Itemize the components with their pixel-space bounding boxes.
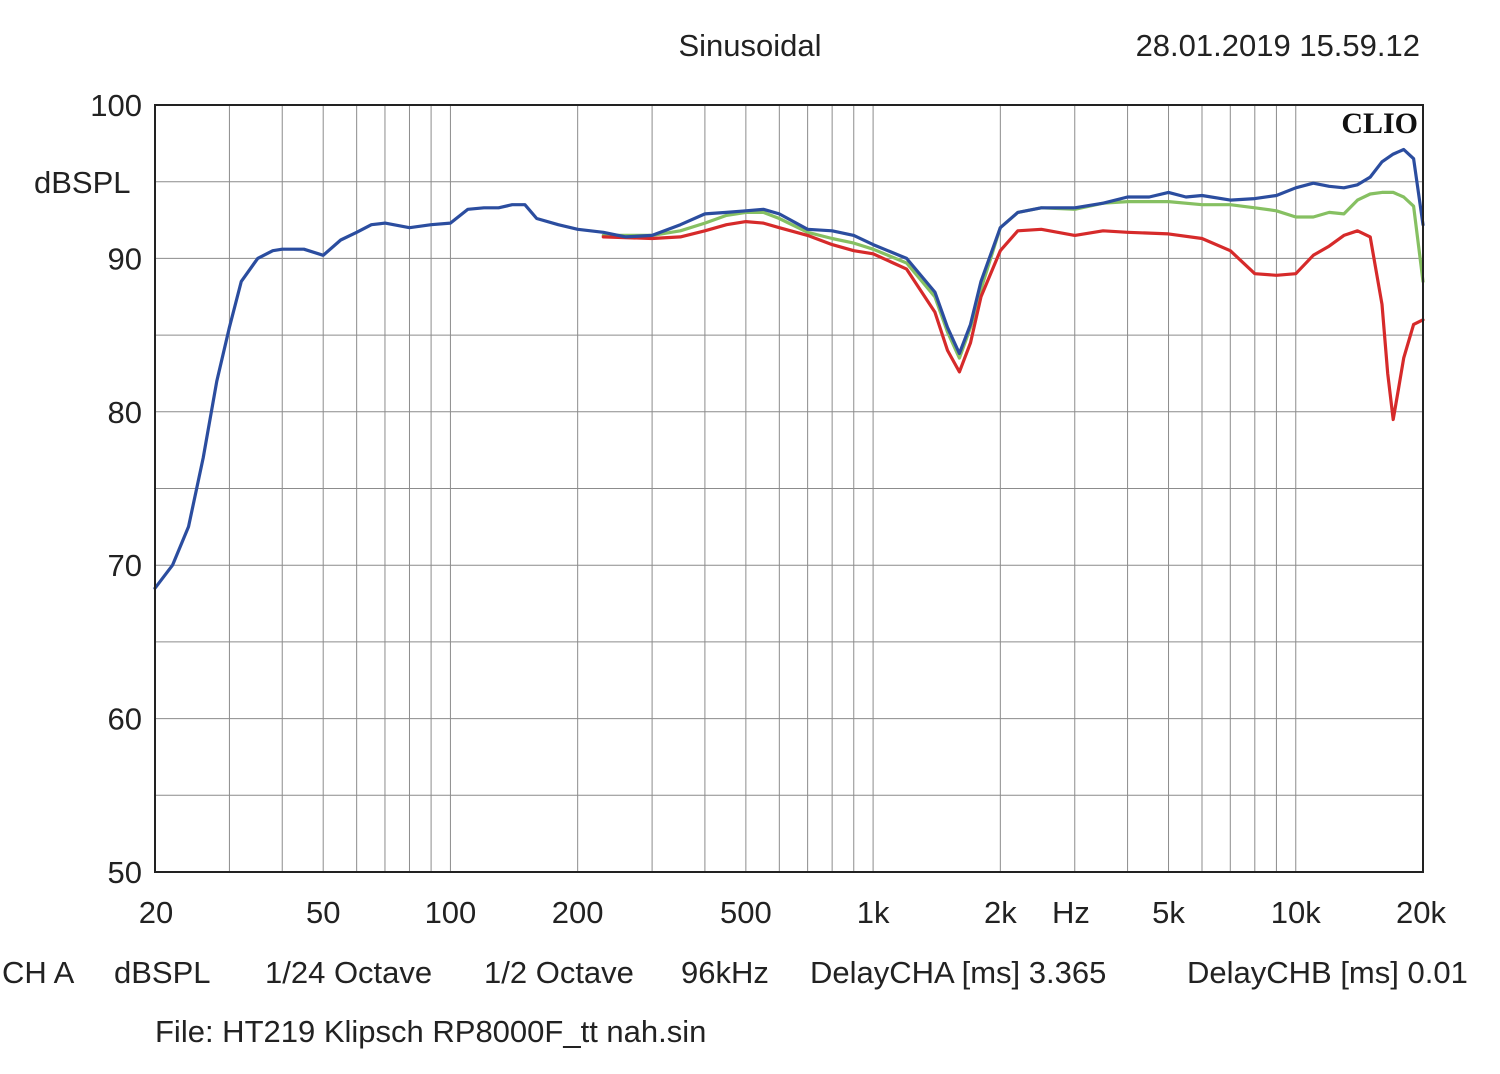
- y-tick-label: 100: [90, 88, 142, 123]
- x-tick-label: 20: [139, 895, 173, 930]
- series-line-blue: [153, 147, 1425, 590]
- y-tick-label: 60: [108, 702, 142, 737]
- x-tick-label: 1k: [857, 895, 890, 930]
- series-lines: [153, 147, 1425, 590]
- x-tick-label: 500: [720, 895, 772, 930]
- y-tick-label: 50: [108, 855, 142, 890]
- x-tick-label: 200: [552, 895, 604, 930]
- y-tick-label: 90: [108, 241, 142, 276]
- chart-title: Sinusoidal: [678, 28, 821, 63]
- sample-rate-label: 96kHz: [681, 955, 769, 990]
- clio-logo: CLIO: [1341, 107, 1418, 140]
- y-tick-label: 80: [108, 395, 142, 430]
- series-line-red: [601, 220, 1425, 422]
- x-tick-label: 20k: [1396, 895, 1446, 930]
- delay-chb-label: DelayCHB [ms] 0.01: [1187, 955, 1468, 990]
- timestamp: 28.01.2019 15.59.12: [1136, 28, 1420, 63]
- smoothing-label: 1/24 Octave: [265, 955, 433, 990]
- plot-frame: [154, 104, 1424, 873]
- resolution-label: 1/2 Octave: [484, 955, 634, 990]
- x-tick-label: 50: [306, 895, 340, 930]
- x-tick-label: 5k: [1152, 895, 1185, 930]
- x-tick-labels: 20 50 100 200 500 1k 2k 5k 10k 20k: [139, 895, 1447, 930]
- x-tick-label: 100: [425, 895, 477, 930]
- unit-label: dBSPL: [114, 955, 211, 990]
- x-tick-label: 10k: [1271, 895, 1321, 930]
- y-tick-label: 70: [108, 548, 142, 583]
- channel-label: CH A: [2, 955, 75, 990]
- y-axis-label: dBSPL: [34, 165, 131, 200]
- delay-cha-label: DelayCHA [ms] 3.365: [810, 955, 1107, 990]
- x-axis-label: Hz: [1052, 895, 1090, 930]
- x-tick-label: 2k: [984, 895, 1017, 930]
- file-info: File: HT219 Klipsch RP8000F_tt nah.sin: [155, 1014, 707, 1049]
- y-tick-labels: 100 90 80 70 60 50: [90, 88, 142, 890]
- measurement-info: CH A dBSPL 1/24 Octave 1/2 Octave 96kHz …: [0, 955, 1500, 995]
- grid-lines: [155, 105, 1423, 872]
